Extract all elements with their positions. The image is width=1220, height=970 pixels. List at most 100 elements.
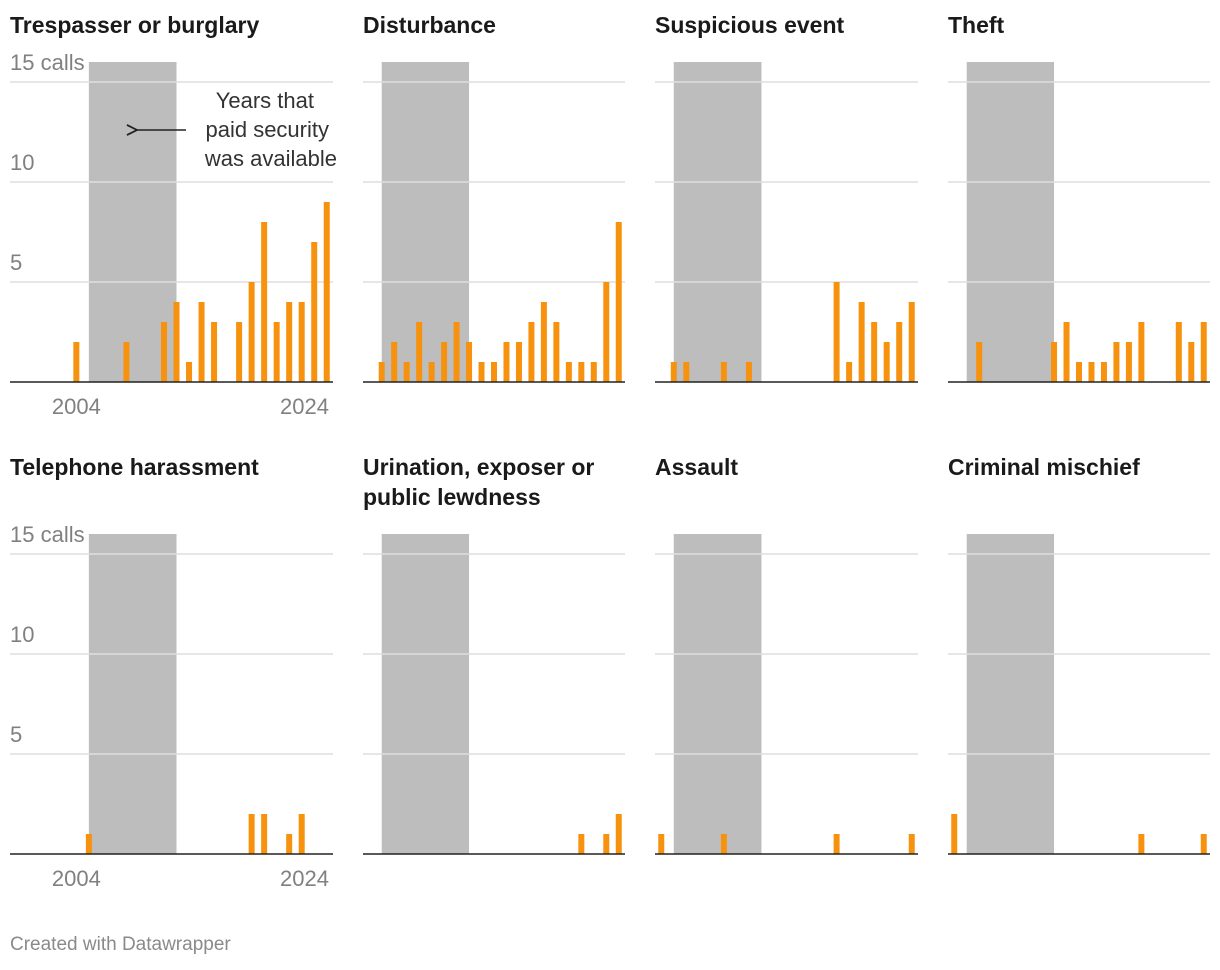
bar [273, 322, 280, 382]
bar [615, 222, 622, 382]
panel-title: Urination, exposer or public lewdness [363, 454, 595, 510]
bar [378, 362, 385, 382]
bar [871, 322, 878, 382]
bar [1200, 322, 1207, 382]
x-tick-label: 2004 [52, 394, 101, 419]
bar [261, 222, 268, 382]
bar [720, 362, 727, 382]
bar [1088, 362, 1095, 382]
bar [720, 834, 727, 854]
bar [298, 302, 305, 382]
bar [603, 282, 610, 382]
annotation: paid security [205, 117, 329, 142]
bar [1076, 362, 1082, 382]
bar [466, 342, 473, 382]
panel-title: Trespasser or burglary [10, 12, 260, 38]
bar [603, 834, 610, 854]
y-tick-label: 5 [10, 722, 22, 747]
panel-title: Suspicious event [655, 12, 845, 38]
y-tick-label: 5 [10, 250, 22, 275]
bar [590, 362, 597, 382]
bar [615, 814, 622, 854]
annotation: was available [204, 146, 337, 171]
bar [323, 202, 330, 382]
bar [846, 362, 853, 382]
highlight-band [673, 534, 762, 854]
y-tick-label: 10 [10, 622, 34, 647]
x-tick-label: 2024 [280, 394, 329, 419]
bar [453, 322, 460, 382]
bar [908, 302, 915, 382]
bar [578, 834, 585, 854]
bar [951, 814, 958, 854]
panel-title: Disturbance [363, 12, 496, 38]
bar [1113, 342, 1120, 382]
bar [670, 362, 677, 382]
bar [565, 362, 572, 382]
bar [1175, 322, 1182, 382]
panel-title: Theft [948, 12, 1005, 38]
annotation: Years that [216, 88, 314, 113]
bar [515, 342, 522, 382]
y-tick-label: 15 calls [10, 522, 85, 547]
bar [1138, 322, 1145, 382]
bar [248, 282, 255, 382]
bar [416, 322, 423, 382]
footer: Created with Datawrapper [10, 934, 231, 955]
bar [1125, 342, 1132, 382]
bar [976, 342, 983, 382]
panel-title: Criminal mischief [948, 454, 1140, 480]
highlight-band [88, 534, 177, 854]
bar [858, 302, 865, 382]
bar [428, 362, 435, 382]
bar [261, 814, 268, 854]
bar [883, 342, 890, 382]
bar [173, 302, 180, 382]
bar [553, 322, 560, 382]
bar [311, 242, 318, 382]
bar [248, 814, 255, 854]
bar [286, 834, 293, 854]
bar [578, 362, 585, 382]
bar [833, 282, 840, 382]
highlight-band [381, 534, 470, 854]
bar [491, 362, 497, 382]
bar [123, 342, 130, 382]
bar [1200, 834, 1207, 854]
y-tick-label: 15 calls [10, 50, 85, 75]
bar [528, 322, 535, 382]
panel-title: Telephone harassment [10, 454, 259, 480]
bar [478, 362, 485, 382]
bar [745, 362, 752, 382]
bar [186, 362, 193, 382]
bar [198, 302, 205, 382]
bar [286, 302, 293, 382]
bar [391, 342, 398, 382]
bar [1063, 322, 1070, 382]
bar [211, 322, 218, 382]
bar [441, 342, 448, 382]
bar [658, 834, 665, 854]
bar [1138, 834, 1145, 854]
bar [1188, 342, 1195, 382]
bar [540, 302, 547, 382]
bar [503, 342, 510, 382]
highlight-band [673, 62, 762, 382]
x-tick-label: 2024 [280, 866, 329, 891]
bar [403, 362, 410, 382]
x-tick-label: 2004 [52, 866, 101, 891]
bar [908, 834, 915, 854]
bar [896, 322, 903, 382]
highlight-band [966, 62, 1055, 382]
bar [1051, 342, 1058, 382]
bar [298, 814, 305, 854]
panel-title: Assault [655, 454, 739, 480]
bar [236, 322, 243, 382]
bar [683, 362, 690, 382]
y-tick-label: 10 [10, 150, 34, 175]
highlight-band [966, 534, 1055, 854]
bar [73, 342, 80, 382]
bar [160, 322, 167, 382]
